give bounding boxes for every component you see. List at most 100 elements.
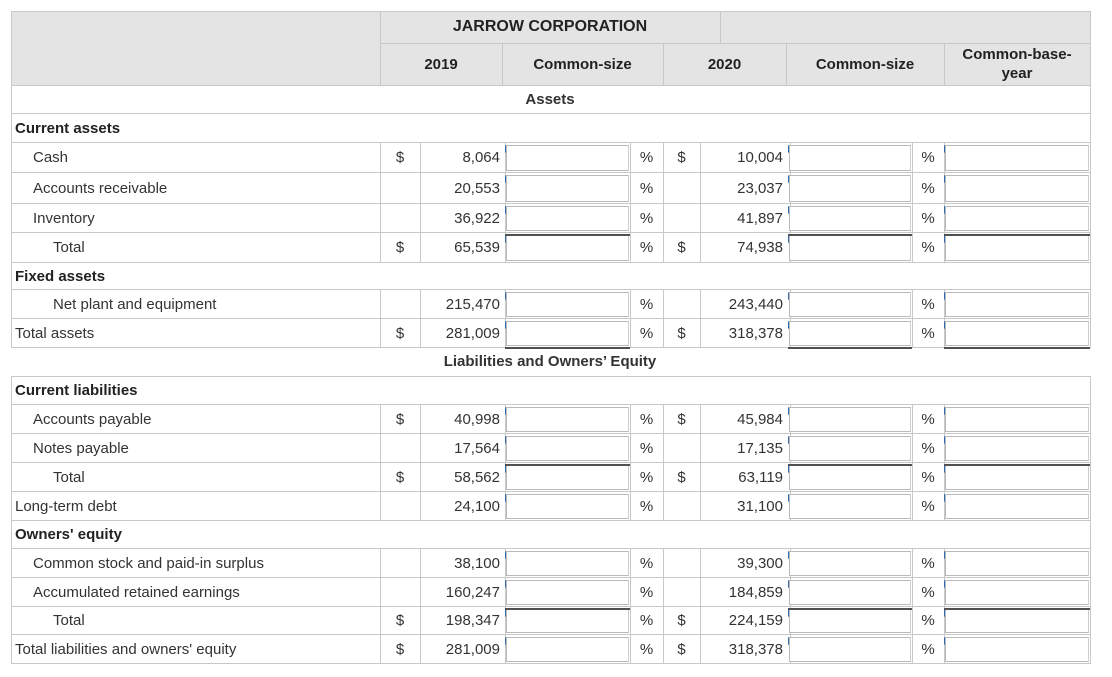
common-size-2020-input[interactable] <box>789 637 911 662</box>
common-size-2019-input[interactable] <box>506 551 629 576</box>
column-divider <box>944 607 945 635</box>
common-size-2019-input[interactable] <box>506 407 629 432</box>
column-divider <box>944 635 945 664</box>
dollar-sign: $ <box>395 612 405 629</box>
row-divider <box>11 262 1091 263</box>
row-border <box>1090 173 1091 204</box>
column-divider <box>505 319 506 348</box>
percent-sign: % <box>639 179 654 197</box>
row-divider <box>11 491 1091 492</box>
row-label: Total <box>53 612 85 629</box>
row-border <box>1090 233 1091 263</box>
row-heading: Current liabilities <box>15 382 138 399</box>
common-base-year-input[interactable] <box>945 637 1089 662</box>
common-size-2020-input[interactable] <box>789 175 911 202</box>
common-size-2020-input[interactable] <box>789 321 911 346</box>
common-base-year-input[interactable] <box>945 175 1089 202</box>
common-size-2020-input[interactable] <box>789 494 911 519</box>
column-divider <box>380 492 381 521</box>
row-divider <box>11 462 1091 463</box>
percent-sign: % <box>921 295 935 313</box>
common-base-year-input[interactable] <box>945 292 1089 317</box>
common-size-2020-input[interactable] <box>789 609 911 633</box>
common-base-year-input[interactable] <box>945 206 1089 231</box>
row-label: Cash <box>33 149 69 166</box>
row-border <box>11 405 12 434</box>
common-base-year-input[interactable] <box>945 407 1089 432</box>
percent-sign: % <box>921 410 935 428</box>
common-size-2020-input[interactable] <box>789 551 911 576</box>
common-size-2019-input[interactable] <box>506 609 629 633</box>
common-size-2020-input[interactable] <box>789 436 911 461</box>
common-base-year-input[interactable] <box>945 321 1089 346</box>
column-divider <box>663 492 664 521</box>
common-base-year-input[interactable] <box>945 436 1089 461</box>
column-divider <box>630 405 631 434</box>
row-label: Total <box>53 468 85 486</box>
common-base-year-input[interactable] <box>945 580 1089 605</box>
header-divider <box>944 43 945 85</box>
column-divider <box>420 578 421 607</box>
common-size-2019-input[interactable] <box>506 175 629 202</box>
section-band <box>11 86 1091 114</box>
dollar-sign: $ <box>677 239 686 256</box>
column-divider <box>912 405 913 434</box>
column-divider <box>380 549 381 578</box>
percent-sign: % <box>639 209 654 227</box>
column-header-common-size-2020: Common-size <box>815 55 915 73</box>
common-size-2019-input[interactable] <box>506 494 629 519</box>
common-size-2019-input[interactable] <box>506 637 629 662</box>
row-label: Total liabilities and owners' equity <box>15 640 237 658</box>
row-divider <box>11 634 1091 635</box>
common-base-year-input[interactable] <box>945 494 1089 519</box>
row-heading: Current assets <box>15 119 121 137</box>
common-size-2019-input[interactable] <box>506 292 629 317</box>
common-size-2019-input[interactable] <box>506 465 629 490</box>
common-size-2019-input[interactable] <box>506 321 629 346</box>
column-divider <box>380 434 381 463</box>
column-divider <box>700 204 701 233</box>
common-size-2019-input[interactable] <box>506 235 629 261</box>
column-divider <box>663 463 664 492</box>
column-divider <box>944 143 945 173</box>
common-size-2020-input[interactable] <box>789 407 911 432</box>
common-base-year-input[interactable] <box>945 551 1089 576</box>
row-label: Accounts receivable <box>33 179 168 197</box>
column-divider <box>912 578 913 607</box>
common-size-2020-input[interactable] <box>789 235 911 261</box>
column-divider <box>663 143 664 173</box>
column-divider <box>700 233 701 263</box>
row-border <box>1090 635 1091 664</box>
column-divider <box>912 204 913 233</box>
percent-sign: % <box>639 497 654 515</box>
common-size-2020-input[interactable] <box>789 292 911 317</box>
common-size-2020-input[interactable] <box>789 580 911 605</box>
header-divider <box>786 43 787 85</box>
common-base-year-input[interactable] <box>945 145 1089 171</box>
common-size-2020-input[interactable] <box>789 145 911 171</box>
column-divider <box>630 578 631 607</box>
value-2019: 24,100 <box>454 497 500 515</box>
common-size-2019-input[interactable] <box>506 580 629 605</box>
column-divider <box>505 405 506 434</box>
column-divider <box>630 290 631 319</box>
common-size-2019-input[interactable] <box>506 145 629 171</box>
common-base-year-input[interactable] <box>945 609 1089 633</box>
column-divider <box>505 607 506 635</box>
column-divider <box>700 463 701 492</box>
common-size-2019-input[interactable] <box>506 206 629 231</box>
value-2019: 215,470 <box>445 295 500 313</box>
percent-sign: % <box>921 468 935 486</box>
dollar-sign: $ <box>395 149 405 166</box>
common-size-2020-input[interactable] <box>789 206 911 231</box>
common-size-2019-input[interactable] <box>506 436 629 461</box>
row-divider <box>11 318 1091 319</box>
common-base-year-input[interactable] <box>945 465 1089 490</box>
row-border <box>11 521 12 549</box>
value-2019: 40,998 <box>454 410 500 428</box>
percent-sign: % <box>921 209 935 227</box>
common-base-year-input[interactable] <box>945 235 1089 261</box>
row-border <box>11 263 12 290</box>
common-size-2020-input[interactable] <box>789 465 911 490</box>
value-2020: 74,938 <box>737 239 783 256</box>
